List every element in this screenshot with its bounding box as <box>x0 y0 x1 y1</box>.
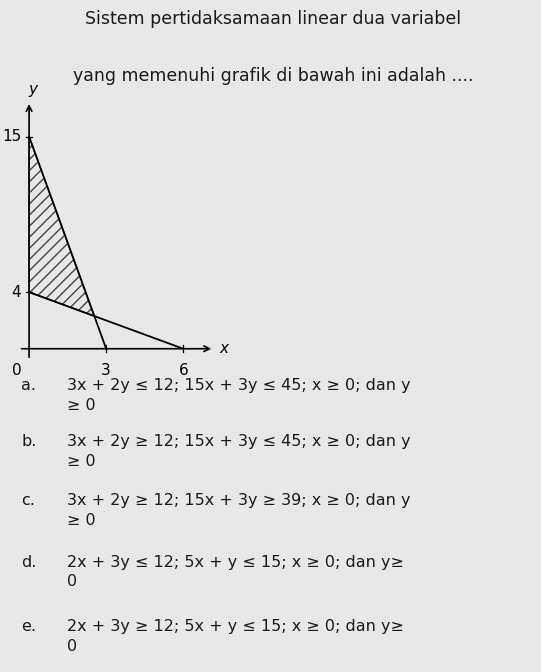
Text: 0: 0 <box>12 363 22 378</box>
Text: 4: 4 <box>12 285 22 300</box>
Text: yang memenuhi grafik di bawah ini adalah ....: yang memenuhi grafik di bawah ini adalah… <box>73 67 473 85</box>
Text: 3x + 2y ≥ 12; 15x + 3y ≤ 45; x ≥ 0; dan y
≥ 0: 3x + 2y ≥ 12; 15x + 3y ≤ 45; x ≥ 0; dan … <box>67 434 411 469</box>
Text: 2x + 3y ≤ 12; 5x + y ≤ 15; x ≥ 0; dan y≥
0: 2x + 3y ≤ 12; 5x + y ≤ 15; x ≥ 0; dan y≥… <box>67 554 404 589</box>
Text: d.: d. <box>22 554 37 570</box>
Text: x: x <box>219 341 228 356</box>
Text: Sistem pertidaksamaan linear dua variabel: Sistem pertidaksamaan linear dua variabe… <box>85 10 461 28</box>
Text: 3: 3 <box>101 363 111 378</box>
Text: 2x + 3y ≥ 12; 5x + y ≤ 15; x ≥ 0; dan y≥
0: 2x + 3y ≥ 12; 5x + y ≤ 15; x ≥ 0; dan y≥… <box>67 620 404 655</box>
Text: 15: 15 <box>2 129 22 144</box>
Text: a.: a. <box>22 378 36 393</box>
Text: c.: c. <box>22 493 35 508</box>
Text: 3x + 2y ≤ 12; 15x + 3y ≤ 45; x ≥ 0; dan y
≥ 0: 3x + 2y ≤ 12; 15x + 3y ≤ 45; x ≥ 0; dan … <box>67 378 411 413</box>
Text: 3x + 2y ≥ 12; 15x + 3y ≥ 39; x ≥ 0; dan y
≥ 0: 3x + 2y ≥ 12; 15x + 3y ≥ 39; x ≥ 0; dan … <box>67 493 411 528</box>
Text: b.: b. <box>22 434 37 449</box>
Text: 6: 6 <box>179 363 188 378</box>
Text: y: y <box>29 82 37 97</box>
Text: e.: e. <box>22 620 36 634</box>
